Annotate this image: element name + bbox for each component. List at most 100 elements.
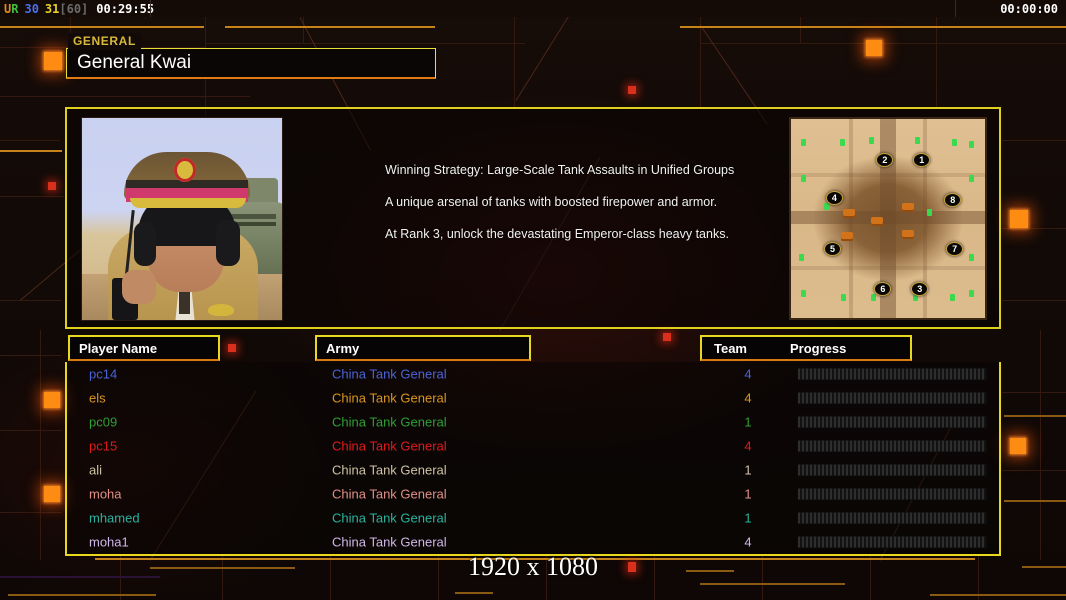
supply-marker: [913, 294, 919, 302]
portrait-hand: [122, 270, 156, 304]
team-cell: 1: [744, 462, 752, 478]
circuit-trace: [546, 556, 547, 600]
table-row[interactable]: pc15 China Tank General 4: [67, 434, 999, 458]
army-cell: China Tank General: [332, 366, 447, 382]
circuit-trace: [0, 300, 62, 301]
progress-bar: [797, 511, 987, 525]
circuit-gold-trace: [700, 583, 845, 585]
header-player-name: Player Name: [68, 335, 220, 361]
map-start-position[interactable]: 4: [825, 190, 843, 205]
status-max: [60]: [59, 1, 89, 16]
map-preview[interactable]: 2 1 4 8 5 7 6 3: [789, 117, 987, 320]
circuit-gold-trace: [0, 26, 204, 28]
map-road: [922, 119, 927, 318]
player-name-cell: ali: [89, 462, 103, 478]
description-line: Winning Strategy: Large-Scale Tank Assau…: [385, 163, 735, 177]
progress-bar: [797, 463, 987, 477]
description-line: A unique arsenal of tanks with boosted f…: [385, 195, 718, 210]
supply-marker: [868, 136, 874, 144]
progress-bar: [797, 391, 987, 405]
army-cell: China Tank General: [332, 414, 447, 430]
map-art: 2 1 4 8 5 7 6 3: [791, 119, 985, 318]
portrait-earcup: [216, 220, 240, 266]
progress-bar: [797, 367, 987, 381]
map-start-position[interactable]: 6: [874, 282, 892, 297]
circuit-gold-trace: [930, 594, 1066, 596]
supply-marker: [841, 294, 847, 302]
circuit-trace: [438, 556, 439, 600]
circuit-gold-trace: [1022, 566, 1066, 568]
table-row[interactable]: moha China Tank General 1: [67, 482, 999, 506]
table-row[interactable]: ali China Tank General 1: [67, 458, 999, 482]
table-row[interactable]: pc14 China Tank General 4: [67, 362, 999, 386]
map-start-position[interactable]: 1: [913, 152, 931, 167]
circuit-trace: [936, 17, 937, 107]
circuit-trace: [120, 556, 121, 600]
supply-marker: [800, 174, 806, 182]
circuit-gold-trace: [0, 150, 62, 152]
supply-marker: [969, 174, 975, 182]
circuit-gold-trace: [1004, 415, 1066, 417]
topbar-divider: [955, 0, 956, 17]
map-start-position[interactable]: 3: [911, 282, 929, 297]
player-name-cell: pc14: [89, 366, 118, 382]
circuit-trace: [1002, 140, 1066, 141]
circuit-trace: [700, 43, 1066, 44]
supply-marker: [800, 290, 806, 298]
table-row[interactable]: moha1 China Tank General 4: [67, 530, 999, 554]
circuit-trace: [0, 430, 62, 431]
map-start-position[interactable]: 2: [876, 152, 894, 167]
map-start-position[interactable]: 7: [946, 242, 964, 257]
glow-node: [44, 392, 60, 408]
team-cell: 4: [744, 534, 752, 550]
glow-node-small: [663, 333, 671, 341]
general-description: Winning Strategy: Large-Scale Tank Assau…: [385, 161, 815, 243]
player-name-cell: pc15: [89, 438, 118, 454]
player-name-cell: els: [89, 390, 106, 406]
glow-node-small: [628, 562, 636, 572]
team-cell: 1: [744, 414, 752, 430]
table-row[interactable]: pc09 China Tank General 1: [67, 410, 999, 434]
player-name-cell: mhamed: [89, 510, 140, 526]
portrait-earcup: [134, 222, 156, 266]
map-road: [791, 266, 985, 271]
circuit-gold-trace: [150, 567, 295, 569]
header-army-text: Army: [326, 340, 360, 356]
header-team-text: Team: [714, 340, 747, 356]
army-cell: China Tank General: [332, 486, 447, 502]
table-row[interactable]: mhamed China Tank General 1: [67, 506, 999, 530]
glow-node-small: [628, 86, 636, 94]
status-u-label: U: [4, 1, 12, 16]
supply-marker: [969, 254, 975, 262]
supply-marker: [839, 138, 845, 146]
circuit-trace: [0, 576, 160, 578]
general-name-box[interactable]: General Kwai: [66, 48, 436, 79]
team-cell: 4: [744, 366, 752, 382]
portrait-cap-badge: [174, 158, 196, 182]
map-start-position[interactable]: 8: [944, 192, 962, 207]
map-road: [880, 119, 896, 318]
circuit-gold-trace: [1004, 500, 1066, 502]
circuit-trace: [303, 17, 304, 43]
supply-marker: [952, 138, 958, 146]
map-start-position[interactable]: 5: [823, 242, 841, 257]
circuit-trace: [1002, 300, 1066, 301]
table-row[interactable]: els China Tank General 4: [67, 386, 999, 410]
map-road: [791, 210, 985, 225]
glow-node-small: [48, 182, 56, 190]
map-road: [849, 119, 854, 318]
general-label: GENERAL: [68, 33, 141, 50]
player-table: pc14 China Tank General 4 els China Tank Gen…: [65, 362, 1001, 556]
circuit-gold-trace: [225, 26, 435, 28]
portrait-wing-emblem: [208, 304, 234, 316]
circuit-trace: [870, 556, 871, 600]
structure-marker: [843, 208, 856, 218]
header-progress-text: Progress: [790, 340, 847, 356]
circuit-gold-trace: [686, 570, 734, 572]
circuit-gold-trace: [680, 26, 1066, 28]
structure-marker: [870, 216, 883, 226]
progress-bar: [797, 415, 987, 429]
